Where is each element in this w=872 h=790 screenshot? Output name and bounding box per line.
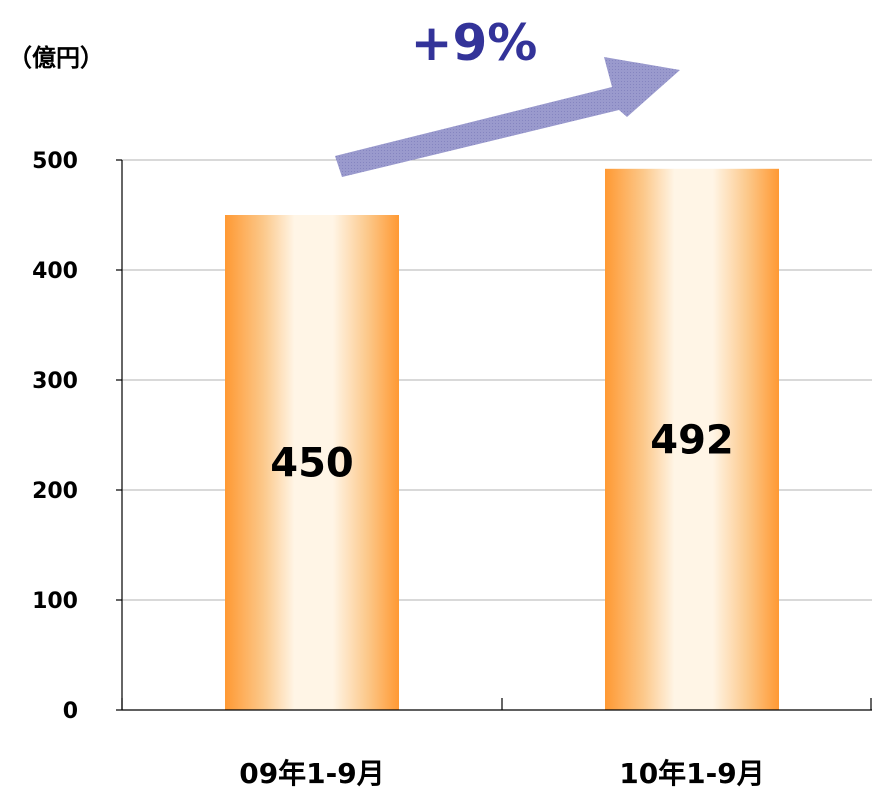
growth-percentage-label: +9% [411,14,538,72]
y-tick-label-0: 0 [63,699,78,724]
y-tick-label-100: 100 [32,589,78,614]
bars: 450 492 [225,168,779,711]
bar-1 [225,215,399,710]
growth-arrow-icon [335,57,680,177]
x-axis-category-labels: 09年1-9月 10年1-9月 [239,757,765,790]
y-tick-label-200: 200 [32,479,78,504]
x-category-label-2: 10年1-9月 [619,757,765,790]
bar-value-label-2: 492 [650,417,734,463]
y-tick-label-300: 300 [32,369,78,394]
y-tick-label-400: 400 [32,259,78,284]
y-axis-unit-label: （億円） [8,44,104,72]
y-axis-tick-labels: 0 100 200 300 400 500 [32,149,78,724]
bar-value-label-1: 450 [270,441,354,487]
bar-2 [605,168,779,711]
y-tick-label-500: 500 [32,149,78,174]
axes [121,160,872,711]
x-category-label-1: 09年1-9月 [239,757,385,790]
growth-annotation: +9% [335,14,680,177]
